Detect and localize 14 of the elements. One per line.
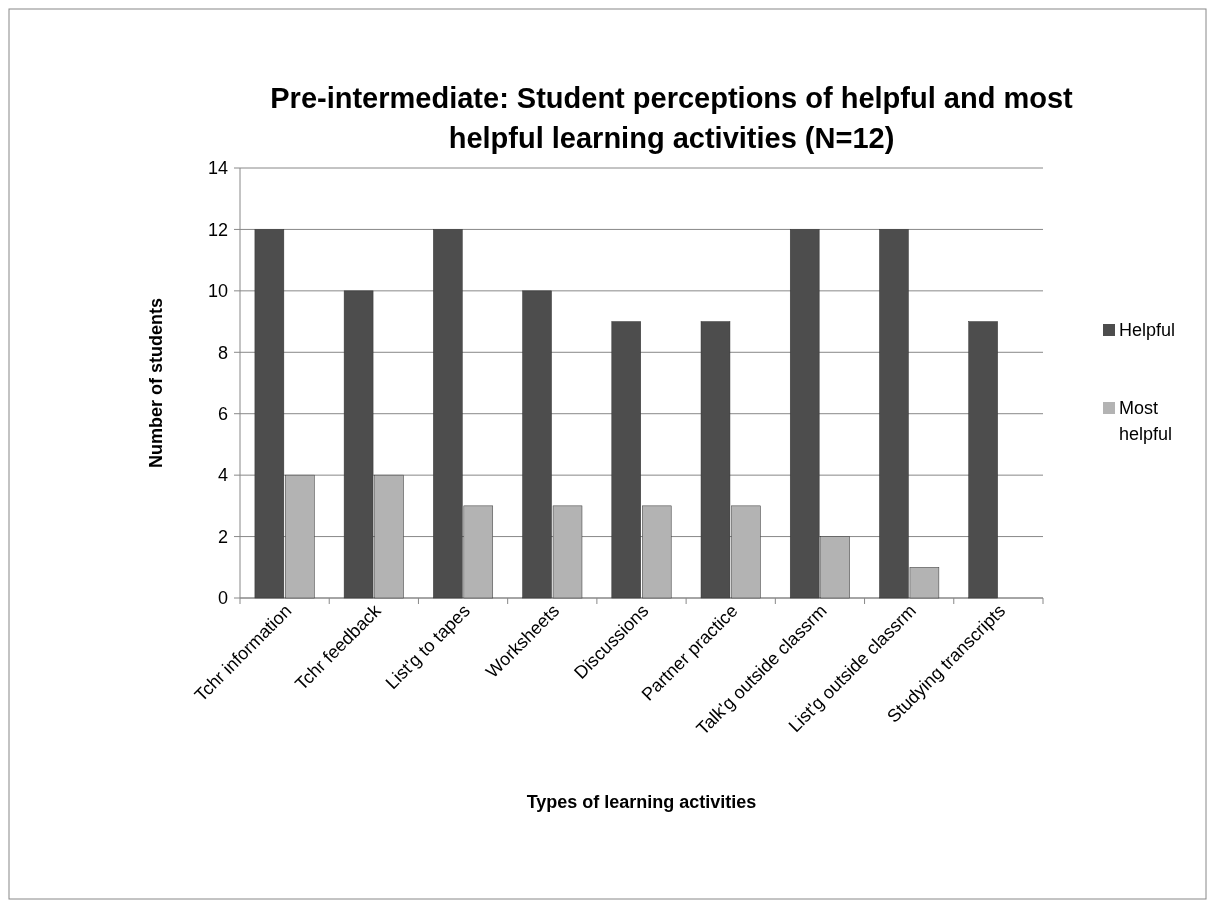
y-axis-title: Number of students <box>146 297 166 469</box>
x-axis-title: Types of learning activities <box>526 792 757 812</box>
y-tick-label: 14 <box>207 158 228 179</box>
y-tick-label: 8 <box>217 342 228 363</box>
bar <box>968 321 998 599</box>
y-tick-label: 10 <box>207 281 228 302</box>
y-tick-label: 6 <box>217 404 228 425</box>
y-tick-label: 2 <box>217 526 228 547</box>
legend-label: Helpful <box>1119 320 1176 341</box>
y-tick-label: 12 <box>207 219 228 240</box>
y-tick-label: 0 <box>217 588 228 609</box>
chart-title: Pre-intermediate: Student perceptions of helpful and most helpful learning activities (N=12) <box>270 82 1074 154</box>
y-tick-label: 4 <box>217 465 228 486</box>
legend-label: Most helpful <box>1119 398 1173 444</box>
